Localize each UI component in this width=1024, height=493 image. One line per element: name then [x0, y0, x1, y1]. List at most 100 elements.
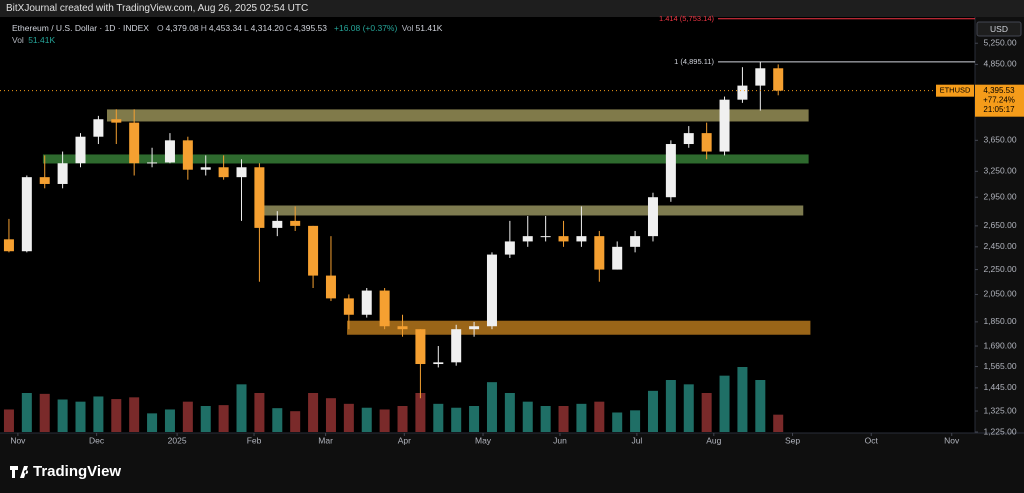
volume-bar — [111, 399, 122, 432]
x-tick-label: Aug — [706, 435, 721, 445]
volume-bar — [343, 403, 354, 432]
candle-body — [325, 275, 336, 299]
volume-bar — [486, 382, 497, 432]
zone — [42, 154, 809, 164]
y-tick-label: 2,450.00 — [983, 241, 1016, 251]
candle-body — [630, 236, 641, 247]
volume-bar — [737, 367, 748, 432]
vol-value: 51.41K — [28, 35, 56, 45]
volume-bar — [451, 407, 462, 432]
ohlc-key: O — [156, 23, 164, 33]
volume-bar — [200, 406, 211, 432]
level-label: 1.414 (5,753.14) — [659, 14, 715, 23]
price-tag-change: +77.24% — [983, 95, 1015, 104]
x-tick-label: Nov — [944, 435, 960, 445]
logo-icon — [10, 466, 29, 478]
candle-body — [612, 246, 623, 270]
volume-bar — [433, 403, 444, 432]
y-tick-label: 1,850.00 — [983, 316, 1016, 326]
volume-bar — [308, 393, 319, 432]
candle-body — [415, 329, 426, 365]
volume-bar — [75, 401, 86, 432]
volume-bar — [361, 407, 372, 432]
vol-key: Vol — [12, 35, 24, 45]
volume-bar — [755, 380, 766, 432]
candle-body — [3, 239, 14, 252]
candle-body — [39, 177, 50, 184]
y-tick-label: 1,445.00 — [983, 382, 1016, 392]
currency-box[interactable] — [976, 21, 1022, 37]
volume-bar — [39, 393, 50, 432]
volume-bar — [540, 406, 551, 432]
candle-body — [737, 85, 748, 100]
candle-body — [576, 236, 587, 242]
y-tick-label: 3,650.00 — [983, 135, 1016, 145]
x-tick-label: Jul — [631, 435, 642, 445]
volume-bar — [254, 393, 265, 432]
x-tick-label: Apr — [398, 435, 411, 445]
x-tick-label: Feb — [247, 435, 262, 445]
candle-body — [236, 167, 247, 178]
y-tick-label: 1,225.00 — [983, 426, 1016, 436]
volume-bar — [719, 375, 730, 432]
candle-body — [111, 119, 122, 123]
zone — [347, 320, 811, 335]
volume-bar — [3, 409, 14, 432]
candle-body — [308, 225, 319, 276]
candle-body — [433, 362, 444, 365]
candle-body — [272, 220, 283, 228]
x-tick-label: Dec — [89, 435, 105, 445]
y-tick-label: 5,250.00 — [983, 37, 1016, 47]
price-tag-value: 4,395.53 — [983, 86, 1015, 95]
x-tick-label: May — [475, 435, 492, 445]
vol-key: Vol — [401, 23, 414, 33]
volume-bar — [522, 401, 533, 432]
x-tick-label: Sep — [785, 435, 800, 445]
volume-bar — [325, 398, 336, 432]
candle-body — [647, 197, 658, 237]
candle-body — [665, 144, 676, 198]
y-tick-label: 4,850.00 — [983, 59, 1016, 69]
zone — [106, 109, 809, 122]
ohlc-value: 4,379.08 — [165, 23, 199, 33]
y-tick-label: 1,325.00 — [983, 405, 1016, 415]
y-tick-label: 2,650.00 — [983, 220, 1016, 230]
candle-body — [773, 68, 784, 91]
ohlc-value: 4,314.20 — [250, 23, 284, 33]
legend: Ethereum / U.S. Dollar · 1D · INDEX O 4,37… — [12, 22, 444, 46]
y-tick-label: 2,950.00 — [983, 191, 1016, 201]
volume-bar — [272, 408, 283, 432]
x-tick-label: Mar — [318, 435, 333, 445]
plot-area — [0, 17, 975, 433]
candle-body — [93, 119, 104, 137]
candle-body — [504, 241, 515, 255]
level-label: 1 (4,895.11) — [674, 57, 714, 66]
candle-body — [540, 236, 551, 238]
candle-body — [558, 236, 569, 242]
volume-bar — [469, 406, 480, 432]
volume-bar — [415, 393, 426, 432]
volume-bar — [182, 401, 193, 432]
ohlc-key: H — [200, 23, 207, 33]
candle-body — [57, 163, 68, 184]
volume-bar — [218, 405, 229, 432]
volume-bar — [164, 409, 175, 432]
volume-bar — [290, 411, 301, 432]
y-tick-label: 2,250.00 — [983, 264, 1016, 274]
candle-body — [343, 298, 354, 315]
x-tick-label: Oct — [865, 435, 879, 445]
volume-bar — [379, 409, 390, 432]
volume-bar — [93, 396, 104, 432]
attribution: BitXJournal created with TradingView.com… — [6, 3, 309, 14]
candle-body — [75, 136, 86, 164]
volume-bar — [683, 384, 694, 432]
candle-body — [469, 326, 480, 330]
candle-body — [164, 140, 175, 163]
x-tick-label: 2025 — [168, 435, 187, 445]
volume-bar — [701, 393, 712, 432]
volume-bar — [236, 384, 247, 432]
legend-row: Vol 51.41K — [12, 34, 444, 46]
legend-row: Ethereum / U.S. Dollar · 1D · INDEX O 4,37… — [12, 22, 444, 34]
candle-body — [486, 254, 497, 327]
